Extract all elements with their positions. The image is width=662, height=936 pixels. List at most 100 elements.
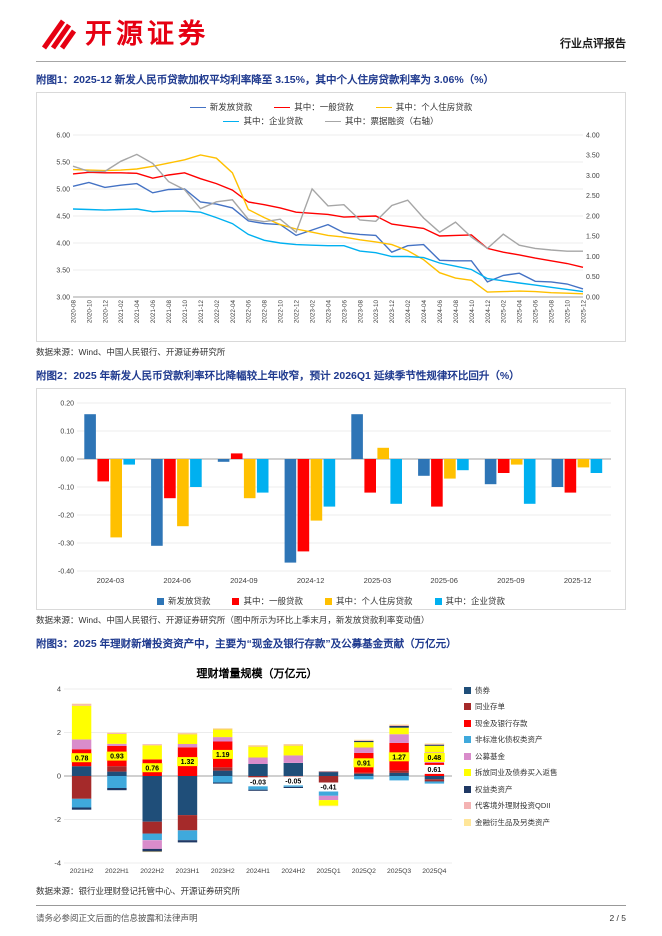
chart3-stack-segment	[142, 744, 162, 760]
svg-text:2025-09: 2025-09	[497, 576, 525, 585]
chart3-stack-segment	[177, 839, 198, 843]
chart1-legend-item-3: 其中：个人住房贷款	[375, 101, 472, 113]
svg-text:2025-12: 2025-12	[564, 576, 592, 585]
svg-text:-0.40: -0.40	[58, 569, 74, 576]
chart3-stack-segment	[142, 851, 162, 852]
chart1-legend-item-1: 新发放贷款	[189, 101, 252, 113]
chart3-stack-segment	[248, 789, 268, 791]
chart3-stack-segment	[71, 703, 92, 706]
figure-2-caption: 附图2：2025 年新发人民币贷款利率环比降幅较上年收窄，预计 2026Q1 延…	[36, 370, 520, 383]
report-type-label: 行业点评报告	[560, 38, 626, 50]
svg-text:0.00: 0.00	[60, 457, 74, 464]
chart3-stack-segment	[107, 771, 127, 776]
svg-text:2023-06: 2023-06	[341, 300, 348, 324]
chart3-stack-segment	[107, 787, 127, 790]
chart2-bar	[457, 459, 469, 471]
svg-text:3.50: 3.50	[586, 153, 600, 160]
chart3-stack-segment	[213, 728, 233, 730]
chart3-stack-segment	[354, 772, 374, 774]
legend-swatch-icon	[325, 597, 332, 605]
chart3-stack-segment	[213, 736, 233, 742]
chart3-stack-segment	[71, 775, 92, 799]
svg-text:2024H2: 2024H2	[281, 868, 305, 875]
figure-3-legend: 债券 同业存单 现金及银行存款 非标准化债权类资产 公募基金 拆放同业及债券买入返售 权益类…	[456, 663, 558, 828]
chart3-bar-label: 0.93	[110, 753, 124, 760]
chart3-stack-segment	[424, 778, 445, 782]
chart3-stack-segment	[71, 798, 92, 808]
svg-text:2024H1: 2024H1	[246, 868, 270, 875]
figure-1-caption: 附图1：2025-12 新发人民币贷款加权平均利率降至 3.15%，其中个人住房…	[36, 74, 495, 86]
chart3-stack-segment	[142, 775, 162, 822]
svg-text:2025-03: 2025-03	[364, 576, 392, 585]
svg-text:2025Q4: 2025Q4	[422, 868, 446, 875]
figure-2-source: 数据来源：Wind、中国人民银行、开源证券研究所（图中所示为环比上季末月，新发放…	[36, 615, 430, 626]
chart3-stack-segment	[248, 744, 268, 746]
chart2-bar	[243, 459, 256, 499]
chart2-bar	[310, 459, 323, 522]
legend-label: 同业存单	[475, 702, 505, 712]
legend-swatch-icon	[464, 818, 471, 826]
svg-text:0.00: 0.00	[586, 295, 600, 302]
chart3-stack-segment	[424, 743, 445, 745]
svg-text:2024-12: 2024-12	[485, 300, 492, 324]
chart3-stack-segment	[283, 744, 303, 746]
chart2-bar	[217, 459, 230, 463]
chart3-bar-label: 1.32	[181, 759, 195, 766]
chart3-stack-segment	[354, 775, 374, 779]
chart3-stack-segment	[177, 733, 198, 734]
chart3-legend-item-6: 拆放同业及债券买入返售	[464, 767, 558, 778]
chart3-stack-segment	[354, 739, 374, 740]
legend-swatch-icon	[464, 785, 471, 793]
legend-swatch-icon	[375, 106, 392, 108]
chart2-legend-row: 新发放贷款 其中：一般贷款 其中：个人住房贷款 其中：企业贷款	[39, 595, 623, 607]
legend-label: 金融衍生品及另类资产	[475, 817, 550, 827]
chart3-stack-segment	[142, 848, 162, 852]
svg-text:2024-04: 2024-04	[421, 300, 428, 324]
legend-label: 其中：票据融资（右轴）	[345, 116, 439, 127]
svg-text:1.00: 1.00	[586, 254, 600, 261]
chart2-bar	[510, 459, 523, 466]
svg-text:2022-04: 2022-04	[230, 300, 237, 324]
chart3-stack-segment	[107, 765, 127, 772]
svg-text:2020-08: 2020-08	[70, 300, 77, 324]
svg-text:2022-12: 2022-12	[294, 300, 301, 324]
figure-3-chart-title: 理财增量规模（万亿元）	[196, 667, 318, 680]
chart1-series-line-2	[72, 171, 584, 269]
svg-text:2021H2: 2021H2	[70, 868, 94, 875]
chart3-bar-label: 0.48	[428, 755, 442, 762]
chart3-stack-segment	[318, 775, 339, 783]
chart3-stack-segment	[248, 763, 268, 776]
chart2-bar	[523, 459, 536, 505]
chart3-stack-segment	[318, 791, 339, 796]
svg-text:2023-04: 2023-04	[325, 300, 332, 324]
chart3-stack-segment	[424, 781, 445, 784]
svg-text:-2: -2	[54, 815, 61, 824]
chart3-stack-segment	[283, 786, 303, 788]
svg-text:2020-12: 2020-12	[102, 300, 109, 324]
chart2-bar	[97, 459, 109, 482]
chart3-stack-segment	[213, 770, 233, 776]
svg-text:2.00: 2.00	[586, 214, 600, 221]
chart1-canvas: 3.00 3.50 4.00 4.50 5.00 5.50 6.00 0.00 0.50 1.00…	[56, 133, 600, 324]
svg-text:2025-02: 2025-02	[501, 300, 508, 324]
chart2-bar	[577, 459, 590, 468]
chart3-stack-segment	[142, 821, 162, 834]
legend-label: 其中：企业贷款	[445, 596, 506, 607]
legend-label: 权益类资产	[475, 784, 513, 794]
svg-text:6.00: 6.00	[56, 133, 70, 140]
chart3-stack-segment	[71, 807, 92, 810]
chart3-stack-segment	[318, 795, 339, 800]
figure-3-plot-area: -4 -2 0 2 4 2021H2 2022H1 2022H2 2023H1 2023H2 202…	[38, 683, 456, 881]
chart2-bar	[164, 459, 176, 499]
svg-text:2022H2: 2022H2	[140, 868, 164, 875]
legend-label: 其中：一般贷款	[243, 596, 303, 607]
chart3-stack-segment	[71, 705, 92, 740]
svg-text:3.00: 3.00	[56, 295, 70, 302]
chart3-bar-label: 0.91	[357, 760, 371, 767]
chart2-legend-item-2: 其中：一般贷款	[232, 595, 303, 607]
chart2-bar	[123, 459, 135, 466]
chart3-stack-segment	[424, 744, 445, 746]
chart3-stack-segment	[283, 754, 303, 763]
svg-text:2021-02: 2021-02	[118, 300, 125, 324]
